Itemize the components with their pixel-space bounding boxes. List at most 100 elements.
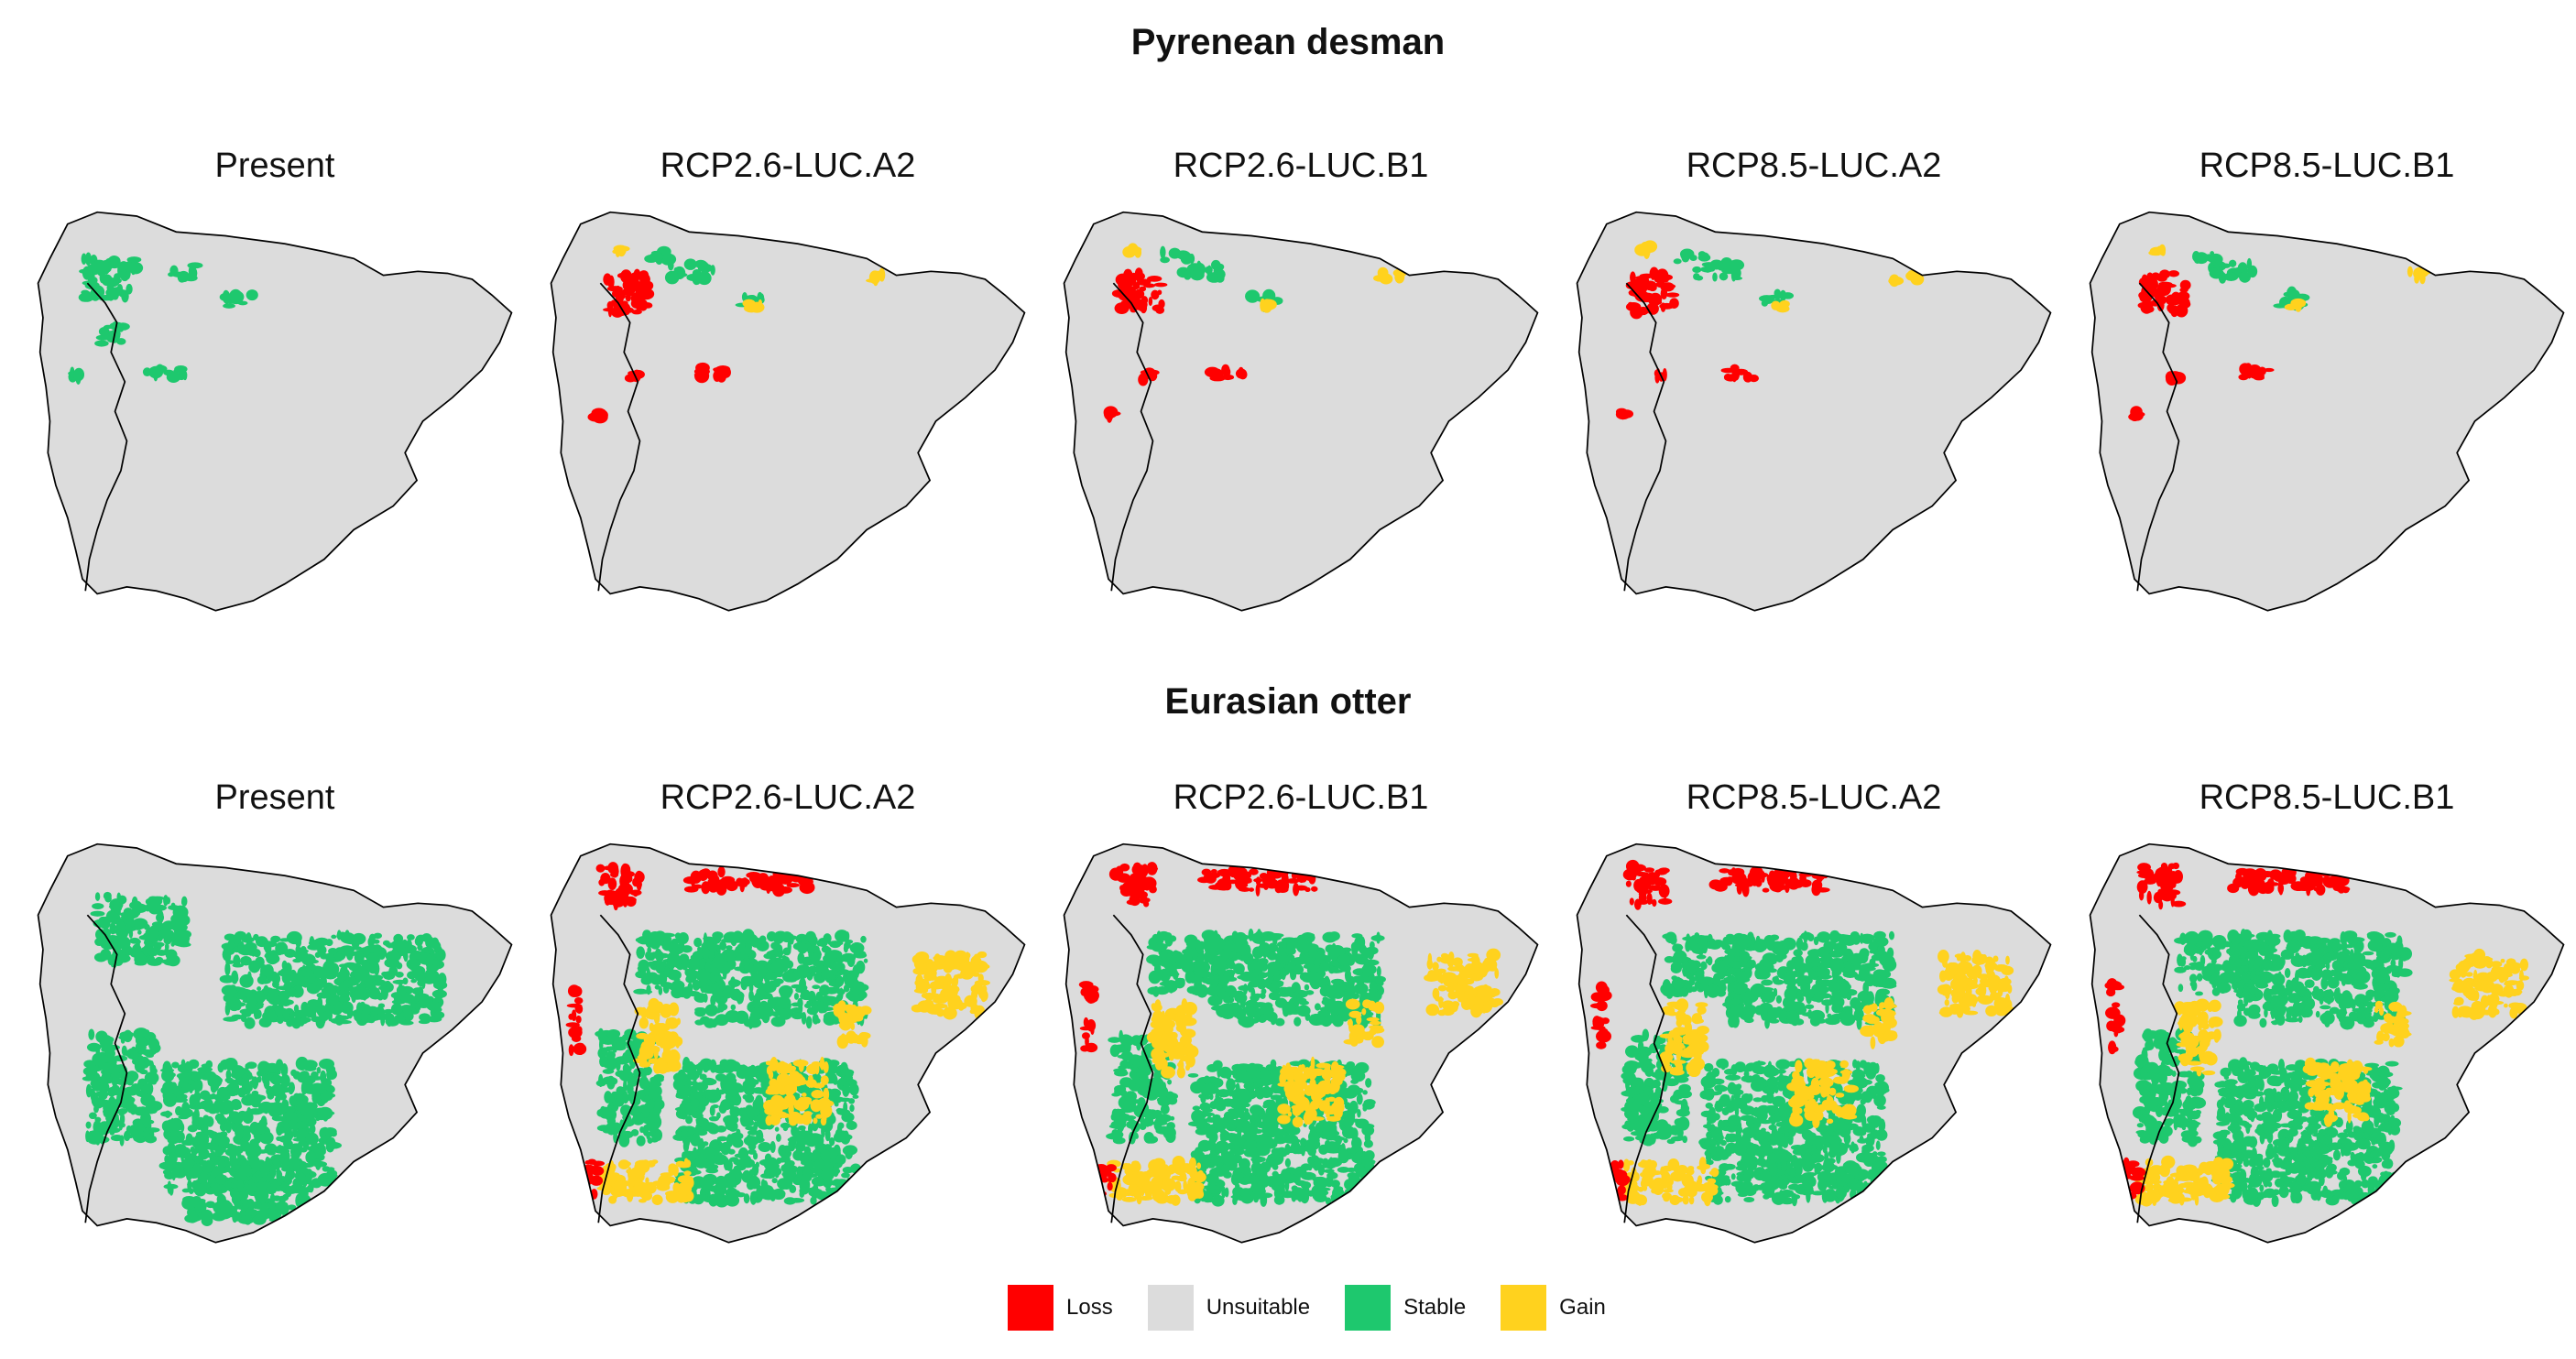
- stable-cell: [199, 1169, 208, 1184]
- loss-cell: [1111, 289, 1127, 298]
- stable-cell: [1237, 1088, 1250, 1102]
- stable-cell: [224, 1166, 231, 1172]
- loss-cell: [2241, 364, 2249, 371]
- stable-cell: [2283, 291, 2291, 297]
- stable-cell: [317, 1142, 325, 1151]
- stable-cell: [1365, 1078, 1372, 1088]
- stable-cell: [831, 979, 836, 987]
- stable-cell: [2243, 268, 2249, 273]
- gain-cell: [879, 267, 886, 282]
- stable-cell: [197, 1134, 210, 1141]
- stable-cell: [257, 1060, 270, 1074]
- stable-cell: [702, 946, 710, 960]
- loss-cell: [690, 870, 703, 884]
- stable-cell: [1224, 1187, 1229, 1198]
- stable-cell: [684, 970, 699, 978]
- stable-cell: [1341, 1014, 1349, 1022]
- stable-cell: [673, 266, 680, 273]
- stable-cell: [778, 951, 783, 959]
- stable-cell: [727, 1148, 736, 1155]
- gain-cell: [813, 1103, 826, 1110]
- stable-cell: [219, 1122, 228, 1132]
- loss-cell: [607, 862, 619, 875]
- stable-cell: [295, 1121, 306, 1130]
- stable-cell: [841, 1069, 846, 1077]
- map-panel-otter-rcp26-b1: RCP2.6-LUC.B1: [1044, 778, 1557, 1291]
- gain-cell: [957, 1003, 965, 1011]
- stable-cell: [1361, 1180, 1370, 1190]
- loss-cell: [635, 287, 650, 295]
- stable-cell: [224, 962, 231, 976]
- unsuitable-area: [2090, 212, 2564, 611]
- stable-cell: [1169, 248, 1181, 257]
- stable-cell: [152, 1065, 157, 1077]
- stable-cell: [157, 909, 164, 924]
- loss-cell: [1663, 283, 1676, 289]
- stable-cell: [126, 1075, 135, 1086]
- stable-cell: [96, 1124, 104, 1129]
- stable-cell: [649, 937, 661, 950]
- stable-cell: [271, 1195, 282, 1201]
- stable-cell: [1325, 984, 1330, 991]
- stable-cell: [363, 945, 378, 953]
- loss-cell: [1151, 289, 1160, 300]
- stable-cell: [1215, 1142, 1221, 1156]
- stable-cell: [1367, 975, 1374, 983]
- stable-cell: [848, 1098, 856, 1104]
- gain-cell: [651, 1194, 663, 1205]
- stable-cell: [1193, 1115, 1206, 1122]
- stable-cell: [180, 1147, 185, 1162]
- loss-cell: [573, 988, 581, 996]
- stable-cell: [706, 1093, 715, 1100]
- stable-cell: [279, 967, 289, 978]
- stable-cell: [1294, 1180, 1307, 1187]
- map-panel-desman-rcp26-b1: RCP2.6-LUC.B1: [1044, 147, 1557, 659]
- stable-cell: [846, 1120, 857, 1130]
- stable-cell: [120, 1101, 133, 1109]
- stable-cell: [1317, 1009, 1331, 1017]
- stable-cell: [311, 1114, 316, 1128]
- stable-cell: [702, 1141, 709, 1147]
- stable-cell: [117, 264, 122, 277]
- loss-cell: [1630, 271, 1636, 284]
- unsuitable-area: [38, 212, 512, 611]
- stable-cell: [852, 1180, 859, 1191]
- stable-cell: [1183, 270, 1192, 280]
- coastline: [1576, 211, 2052, 612]
- stable-cell: [230, 290, 245, 303]
- stable-cell: [85, 1121, 92, 1129]
- loss-cell: [591, 408, 606, 423]
- stable-cell: [325, 939, 333, 947]
- stable-cell: [246, 1061, 257, 1070]
- unsuitable-area: [551, 212, 1025, 611]
- stable-cell: [288, 1157, 300, 1169]
- stable-cell: [177, 939, 190, 946]
- stable-cell: [1348, 1100, 1359, 1114]
- stable-cell: [137, 1079, 143, 1088]
- stable-cell: [1307, 1130, 1319, 1144]
- loss-cell: [568, 1044, 574, 1057]
- gain-cell: [805, 1079, 817, 1088]
- stable-cell: [400, 1005, 413, 1011]
- stable-cell: [685, 1114, 693, 1125]
- stable-cell: [727, 979, 741, 987]
- loss-cell: [1660, 302, 1666, 312]
- stable-cell: [831, 1096, 845, 1102]
- stable-cell: [2218, 271, 2227, 284]
- stable-cell: [257, 1149, 268, 1154]
- loss-cell: [625, 875, 633, 882]
- stable-cell: [1351, 933, 1363, 939]
- stable-cell: [123, 1049, 138, 1057]
- gain-cell: [676, 1181, 693, 1195]
- stable-cell: [413, 995, 420, 1002]
- stable-cell: [126, 1134, 135, 1139]
- stable-cell: [753, 1103, 759, 1110]
- loss-cell: [717, 866, 726, 878]
- stable-cell: [292, 1137, 308, 1142]
- stable-cell: [336, 951, 342, 958]
- stable-cell: [101, 1047, 114, 1053]
- stable-cell: [278, 1093, 288, 1101]
- loss-cell: [1131, 292, 1141, 304]
- stable-cell: [748, 1148, 757, 1155]
- stable-cell: [224, 1181, 233, 1189]
